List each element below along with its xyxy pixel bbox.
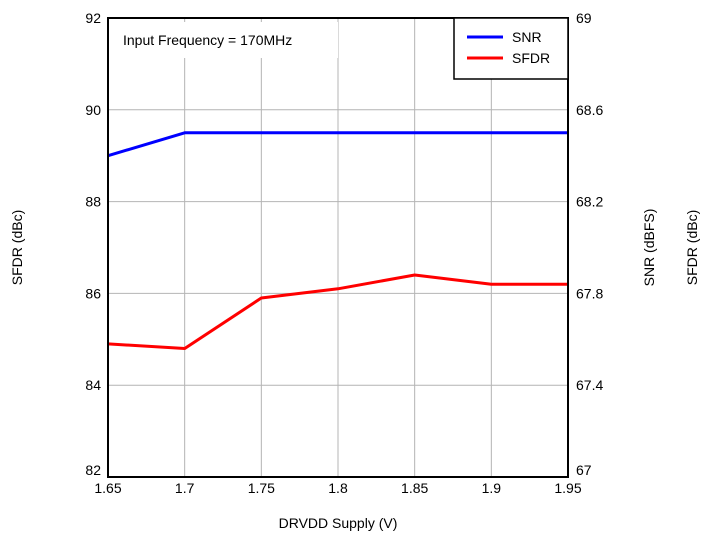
tick-labels: 1.65 1.7 1.75 1.8 1.85 1.9 1.95 82 84 86 88 90 92 67 6… (85, 10, 603, 496)
x-tick-label: 1.65 (94, 480, 121, 496)
y-axis-label-left: SFDR (dBc) (9, 210, 25, 285)
x-tick-label: 1.9 (482, 480, 502, 496)
y-right-tick-label: 69 (576, 10, 592, 26)
legend-box (454, 18, 568, 79)
y-axis-label-right-extra: SFDR (dBc) (684, 210, 700, 285)
x-tick-label: 1.7 (175, 480, 195, 496)
y-left-tick-label: 86 (85, 285, 101, 301)
x-tick-label: 1.85 (401, 480, 428, 496)
y-right-tick-label: 67.4 (576, 377, 603, 393)
y-left-tick-label: 92 (85, 10, 101, 26)
y-right-tick-label: 68.6 (576, 102, 603, 118)
annotation-box: Input Frequency = 170MHz (112, 22, 338, 58)
y-right-tick-label: 67.8 (576, 285, 603, 301)
y-left-tick-label: 84 (85, 377, 101, 393)
y-right-tick-label: 68.2 (576, 194, 603, 210)
x-axis-label: DRVDD Supply (V) (279, 515, 398, 531)
annotation-text: Input Frequency = 170MHz (123, 32, 292, 48)
legend-label-sfdr: SFDR (512, 50, 550, 66)
legend: SNR SFDR (454, 18, 568, 79)
y-left-tick-label: 90 (85, 102, 101, 118)
x-tick-label: 1.75 (248, 480, 275, 496)
legend-label-snr: SNR (512, 29, 542, 45)
y-left-tick-label: 88 (85, 194, 101, 210)
x-tick-label: 1.95 (554, 480, 581, 496)
grid (108, 18, 568, 477)
x-tick-label: 1.8 (328, 480, 348, 496)
y-axis-label-right: SNR (dBFS) (641, 209, 657, 287)
y-right-tick-label: 67 (576, 462, 592, 478)
y-left-tick-label: 82 (85, 462, 101, 478)
